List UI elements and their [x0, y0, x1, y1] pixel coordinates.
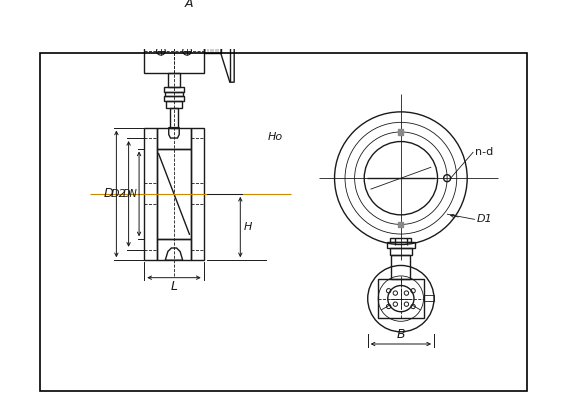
Bar: [424, 295, 434, 301]
Bar: [398, 222, 404, 227]
Bar: [145, 128, 156, 260]
Text: Ho: Ho: [268, 132, 282, 142]
Bar: [398, 129, 404, 135]
Bar: [156, 239, 192, 260]
Bar: [156, 148, 192, 239]
Bar: [391, 238, 411, 242]
Bar: [378, 280, 424, 318]
Bar: [163, 96, 184, 101]
Bar: [204, 47, 221, 53]
Text: L: L: [171, 280, 177, 293]
Text: A: A: [185, 0, 193, 10]
Text: D1: D1: [477, 214, 492, 225]
Bar: [168, 72, 180, 87]
Bar: [387, 242, 415, 248]
Bar: [165, 92, 183, 96]
Bar: [192, 128, 204, 260]
Text: n-d: n-d: [475, 147, 493, 157]
Text: B: B: [396, 328, 405, 341]
Bar: [156, 128, 192, 148]
Bar: [166, 101, 182, 109]
Text: D: D: [103, 187, 113, 200]
Bar: [170, 109, 179, 128]
Bar: [391, 255, 411, 280]
Text: H: H: [244, 222, 252, 232]
Bar: [390, 248, 412, 255]
Bar: [163, 87, 184, 92]
Bar: [145, 29, 204, 72]
Text: D2: D2: [110, 189, 126, 199]
Text: DN: DN: [122, 189, 137, 199]
Bar: [146, 25, 202, 29]
